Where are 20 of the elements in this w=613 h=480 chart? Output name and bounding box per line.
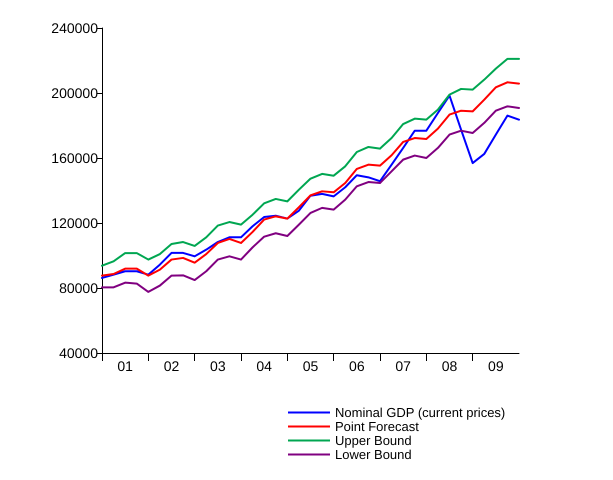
x-tick-label: 03: [210, 358, 226, 374]
x-tick-label: 07: [395, 358, 412, 374]
x-tick-label: 01: [117, 358, 134, 374]
y-tick-label: 80000: [59, 280, 98, 296]
legend-label: Lower Bound: [335, 447, 412, 462]
y-tick-label: 200000: [51, 85, 98, 101]
x-tick-label: 05: [302, 358, 318, 374]
legend-label: Nominal GDP (current prices): [335, 405, 506, 420]
x-tick-label: 04: [256, 358, 272, 374]
y-tick-label: 40000: [59, 345, 98, 361]
y-tick-label: 240000: [51, 20, 98, 36]
legend-label: Point Forecast: [335, 419, 420, 434]
y-tick-label: 160000: [51, 150, 98, 166]
x-tick-label: 06: [349, 358, 365, 374]
x-tick-label: 02: [164, 358, 180, 374]
y-tick-label: 120000: [51, 215, 98, 231]
x-tick-label: 08: [442, 358, 458, 374]
x-tick-label: 09: [488, 358, 504, 374]
line-series: [101, 58, 520, 267]
legend-label: Upper Bound: [335, 433, 412, 448]
